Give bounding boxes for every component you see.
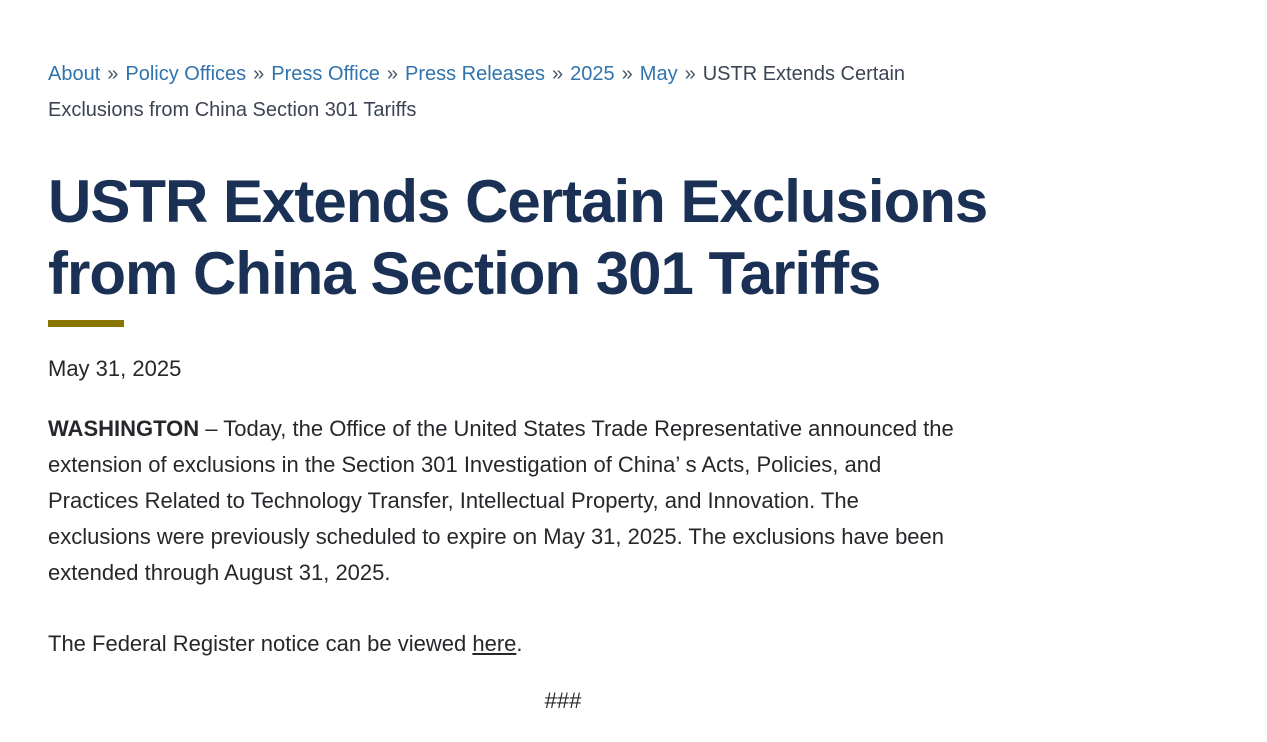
federal-register-text: The Federal Register notice can be viewe… xyxy=(48,631,473,656)
breadcrumb-current-page: USTR Extends Certain Exclusions from Chi… xyxy=(48,63,906,121)
article-paragraph-text: – Today, the Office of the United States… xyxy=(48,416,954,585)
breadcrumb-separator: » xyxy=(552,63,564,85)
breadcrumb-link-about[interactable]: About xyxy=(48,63,101,85)
dateline-washington: WASHINGTON xyxy=(48,416,200,441)
breadcrumb-link-press-office[interactable]: Press Office xyxy=(271,63,380,85)
end-mark: ### xyxy=(544,688,582,713)
article-paragraph: WASHINGTON – Today, the Office of the Un… xyxy=(48,411,1198,591)
page-title: USTR Extends Certain Exclusions from Chi… xyxy=(48,168,988,307)
title-accent-rule xyxy=(48,320,124,327)
breadcrumb: About » Policy Offices » Press Office » Press … xyxy=(48,56,1198,128)
breadcrumb-link-2025[interactable]: 2025 xyxy=(570,63,615,85)
breadcrumb-separator: » xyxy=(684,63,696,85)
article-date: May 31, 2025 xyxy=(48,356,182,381)
press-release-page: About » Policy Offices » Press Office » Press … xyxy=(48,56,1198,713)
breadcrumb-separator: » xyxy=(386,63,398,85)
federal-register-link[interactable]: here xyxy=(472,631,517,656)
breadcrumb-separator: » xyxy=(107,63,119,85)
breadcrumb-link-press-releases[interactable]: Press Releases xyxy=(404,63,546,85)
federal-register-period: . xyxy=(516,631,523,656)
federal-register-line: The Federal Register notice can be viewe… xyxy=(48,626,1198,662)
breadcrumb-separator: » xyxy=(253,63,265,85)
breadcrumb-separator: » xyxy=(621,63,633,85)
breadcrumb-link-policy-offices[interactable]: Policy Offices xyxy=(125,63,247,85)
breadcrumb-link-may[interactable]: May xyxy=(639,63,678,85)
